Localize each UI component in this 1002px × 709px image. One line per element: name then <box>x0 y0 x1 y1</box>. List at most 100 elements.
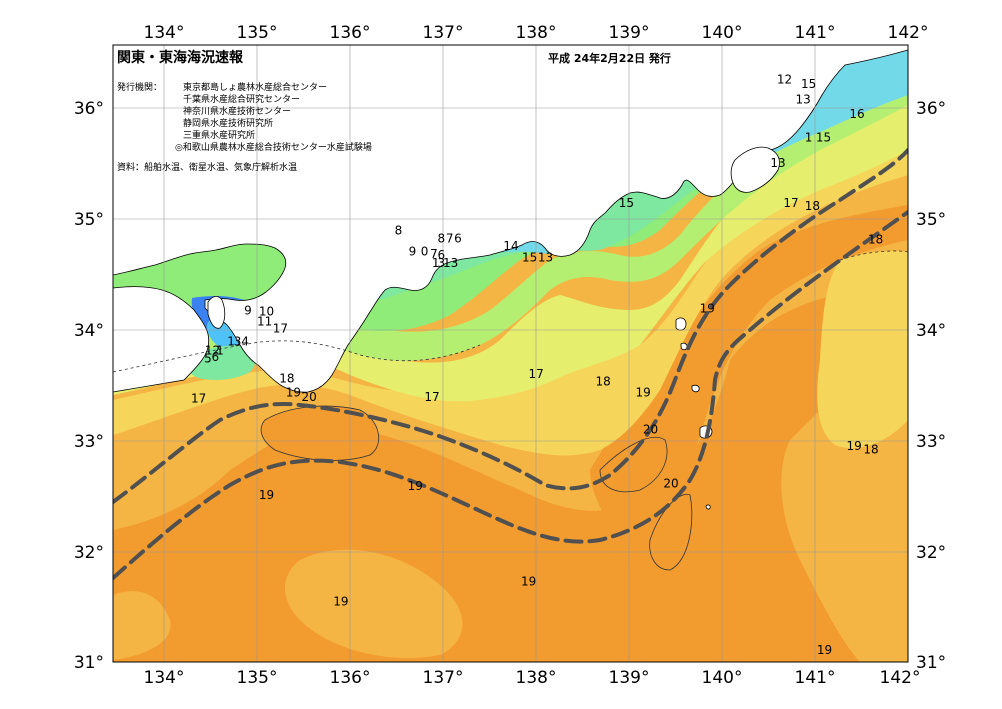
latitude-labels-right: 36° 35° 34° 33° 32° 31° <box>916 99 946 673</box>
contour-label: 0 <box>421 245 429 259</box>
lat-label: 36° <box>74 99 104 119</box>
issuer-item: 神奈川県水産技術センター <box>183 105 291 117</box>
contour-label: 1 <box>432 256 440 270</box>
water-18-southeast <box>817 250 908 449</box>
contour-label: 14 <box>503 239 518 253</box>
contour-label: 20 <box>663 477 678 491</box>
issuer-label: 発行機関： <box>117 81 162 93</box>
contour-label: 19 <box>635 386 650 400</box>
lon-label: 136° <box>330 668 371 688</box>
land-shikoku <box>113 286 210 393</box>
contour-label: 13 <box>538 250 553 264</box>
longitude-labels-top: 134° 135° 136° 137° 138° 139° 140° 141° … <box>144 23 929 43</box>
map-border <box>112 44 909 663</box>
longitude-labels-bottom: 134° 135° 136° 137° 138° 139° 140° 141° … <box>144 668 921 688</box>
issuer-item: ◎和歌山県農林水産総合技術センター水産試験場 <box>175 141 372 153</box>
kuroshio-axis <box>113 148 908 580</box>
contour-label: 12 <box>777 73 792 87</box>
contour-label: 4 <box>241 335 249 349</box>
contour-label: 17 <box>273 321 288 335</box>
lon-label: 138° <box>516 23 557 43</box>
contour-label: 11 <box>257 315 272 329</box>
lat-label: 36° <box>916 99 946 119</box>
land-aogashima <box>705 504 711 510</box>
land-miyakejima <box>691 384 700 393</box>
contour-label: 18 <box>863 442 878 456</box>
water-20-central <box>261 406 379 461</box>
contour-label: 7 <box>446 231 454 245</box>
contour-label: 15 <box>801 77 816 91</box>
contour-label: 19 <box>700 301 715 315</box>
lon-label: 138° <box>516 668 557 688</box>
contour-label: 17 <box>424 390 439 404</box>
contour-label: 19 <box>408 479 423 493</box>
page-title: 関東・東海海況速報 <box>117 49 244 66</box>
water-19-pocket-a <box>285 549 463 659</box>
lon-label: 139° <box>609 23 650 43</box>
contour-label: 1 <box>227 335 235 349</box>
lat-label: 31° <box>74 653 104 673</box>
issue-date: 平成 24年2月22日 発行 <box>548 51 671 65</box>
contour-label: 1 <box>805 130 813 144</box>
data-sources: 資料：船舶水温、衛星水温、気象庁解析水温 <box>117 161 297 173</box>
issuer-item: 静岡県水産技術研究所 <box>183 117 273 129</box>
contour-label: 6 <box>454 231 462 245</box>
land-boso <box>730 146 780 193</box>
lon-label: 136° <box>330 23 371 43</box>
contour-label: 18 <box>805 199 820 213</box>
contour-label: 18 <box>595 375 610 389</box>
lat-label: 34° <box>916 321 946 341</box>
lat-label: 32° <box>74 543 104 563</box>
contour-label: 19 <box>847 439 862 453</box>
lon-label: 135° <box>237 668 278 688</box>
latitude-labels-left: 36° 35° 34° 33° 32° 31° <box>74 99 104 673</box>
contour-label: 15 <box>619 196 634 210</box>
contour-label: 19 <box>333 594 348 608</box>
kuroshio-axis-south <box>113 210 908 580</box>
lon-label: 137° <box>423 668 464 688</box>
lat-label: 33° <box>74 432 104 452</box>
lon-label: 140° <box>702 668 743 688</box>
lon-label: 141° <box>795 668 836 688</box>
issuer-item: 千葉県水産総合研究センター <box>183 93 300 105</box>
contour-label: 13 <box>770 156 785 170</box>
contour-label: 15 <box>816 130 831 144</box>
contour-label: 9 <box>244 304 252 318</box>
contour-label: 20 <box>302 390 317 404</box>
water-20-kuroshio <box>590 205 908 569</box>
contour-label: 6 <box>437 248 445 262</box>
contour-label: 15 <box>522 250 537 264</box>
lon-label: 137° <box>423 23 464 43</box>
lon-label: 142° <box>888 23 929 43</box>
lon-label: 141° <box>795 23 836 43</box>
contour-label: 1 <box>216 344 224 358</box>
lat-label: 33° <box>916 432 946 452</box>
contour-label: 8 <box>395 224 403 238</box>
graticule <box>113 45 908 662</box>
contour-label: 18 <box>868 233 883 247</box>
lon-label: 134° <box>144 23 185 43</box>
contour-label: 17 <box>783 196 798 210</box>
land-izu-oshima <box>675 317 687 331</box>
contour-label: 17 <box>529 367 544 381</box>
lon-label: 135° <box>237 23 278 43</box>
issuer-item: 三重県水産研究所 <box>183 129 255 141</box>
issuer-item: 東京都島しょ農林水産総合センター <box>183 81 327 93</box>
contour-label: 20 <box>643 422 658 436</box>
contour-label: 13 <box>443 256 458 270</box>
lat-label: 34° <box>74 321 104 341</box>
contour-label: 19 <box>817 643 832 657</box>
lat-label: 35° <box>916 210 946 230</box>
lon-label: 134° <box>144 668 185 688</box>
contour-label: 6 <box>211 350 219 364</box>
contour-label: 5 <box>204 351 212 365</box>
issuer-list: 発行機関： 東京都島しょ農林水産総合センター 千葉県水産総合研究センター 神奈川… <box>117 81 372 153</box>
contour-label: 16 <box>849 107 864 121</box>
land-areas <box>113 45 908 510</box>
contour-label: 19 <box>259 488 274 502</box>
contour-label: 10 <box>259 305 274 319</box>
contour-label: 3 <box>234 335 242 349</box>
contour-label: 9 <box>409 245 417 259</box>
